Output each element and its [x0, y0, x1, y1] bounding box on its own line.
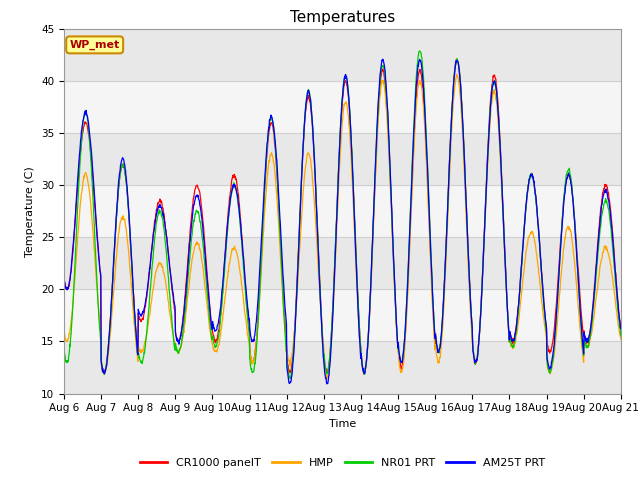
Bar	[64, 185, 621, 237]
Bar	[64, 29, 621, 81]
CR1000 panelT	[170, 306, 178, 312]
AM25T PRT	[60, 276, 68, 281]
Bar	[64, 289, 621, 341]
HMP	[323, 377, 330, 383]
NR01 PRT	[416, 48, 424, 54]
NR01 PRT	[184, 277, 191, 283]
AM25T PRT	[502, 284, 510, 290]
HMP	[502, 285, 510, 291]
AM25T PRT	[170, 300, 178, 306]
CR1000 panelT	[617, 325, 625, 331]
NR01 PRT	[246, 360, 254, 365]
CR1000 panelT	[60, 276, 68, 281]
Bar	[64, 133, 621, 185]
Bar	[64, 81, 621, 133]
NR01 PRT	[552, 328, 559, 334]
NR01 PRT	[287, 376, 294, 382]
NR01 PRT	[170, 344, 178, 349]
Line: NR01 PRT: NR01 PRT	[64, 51, 621, 379]
AM25T PRT	[552, 326, 559, 332]
HMP	[60, 328, 68, 334]
CR1000 panelT	[429, 309, 437, 315]
Line: AM25T PRT: AM25T PRT	[64, 59, 621, 384]
AM25T PRT	[379, 56, 387, 62]
Y-axis label: Temperature (C): Temperature (C)	[26, 166, 35, 257]
CR1000 panelT	[452, 56, 460, 62]
AM25T PRT	[617, 326, 625, 332]
HMP	[246, 349, 254, 355]
CR1000 panelT	[184, 259, 191, 264]
Line: HMP: HMP	[64, 74, 621, 380]
AM25T PRT	[184, 263, 191, 269]
Bar	[64, 341, 621, 394]
AM25T PRT	[429, 310, 437, 315]
HMP	[453, 72, 461, 77]
Legend: CR1000 panelT, HMP, NR01 PRT, AM25T PRT: CR1000 panelT, HMP, NR01 PRT, AM25T PRT	[135, 454, 550, 473]
Line: CR1000 panelT: CR1000 panelT	[64, 59, 621, 374]
NR01 PRT	[60, 346, 68, 352]
HMP	[552, 341, 559, 347]
HMP	[617, 336, 625, 342]
HMP	[170, 337, 178, 343]
AM25T PRT	[246, 328, 254, 334]
CR1000 panelT	[502, 282, 510, 288]
CR1000 panelT	[552, 312, 559, 317]
HMP	[429, 315, 437, 321]
NR01 PRT	[617, 333, 625, 338]
NR01 PRT	[502, 283, 510, 288]
CR1000 panelT	[360, 372, 368, 377]
AM25T PRT	[323, 381, 331, 387]
CR1000 panelT	[246, 349, 254, 355]
Text: WP_met: WP_met	[70, 40, 120, 50]
Bar	[64, 237, 621, 289]
HMP	[184, 291, 191, 297]
X-axis label: Time: Time	[329, 419, 356, 429]
Title: Temperatures: Temperatures	[290, 10, 395, 25]
NR01 PRT	[429, 309, 437, 315]
